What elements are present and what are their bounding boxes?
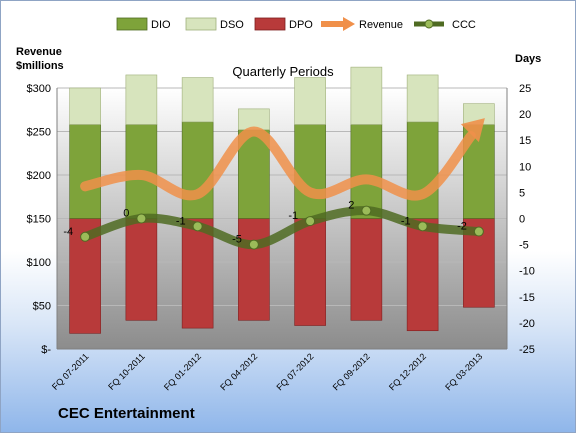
- dio-bar: [181, 121, 214, 219]
- dpo-bar: [294, 218, 326, 326]
- right-tick-label: -15: [519, 292, 535, 304]
- dpo-bar: [238, 218, 270, 321]
- company-name: CEC Entertainment: [58, 405, 195, 422]
- ccc-point: [361, 205, 372, 216]
- ccc-data-label: 0: [123, 208, 129, 220]
- revenue-line: [80, 126, 476, 201]
- ccc-point: [473, 226, 484, 237]
- dio-bar: [238, 129, 270, 219]
- legend-label-revenue: Revenue: [359, 19, 403, 31]
- right-tick-label: -10: [519, 266, 535, 278]
- category-label: FQ 07-2012: [275, 351, 316, 392]
- dso-bar: [406, 74, 439, 123]
- legend-label-ccc: CCC: [452, 19, 476, 31]
- legend-swatch-dio: [116, 17, 148, 31]
- right-tick-label: 10: [519, 161, 531, 173]
- left-tick-label: $100: [27, 257, 51, 269]
- ccc-data-label: -1: [176, 215, 186, 227]
- dpo-bar: [406, 218, 439, 332]
- ccc-point: [248, 239, 259, 250]
- right-tick-label: -5: [519, 240, 529, 252]
- right-tick-label: 15: [519, 135, 531, 147]
- right-tick-label: 20: [519, 109, 531, 121]
- legend-label-dio: DIO: [151, 19, 171, 31]
- dpo-bar: [181, 218, 214, 329]
- dso-bar: [350, 66, 383, 125]
- ccc-point: [80, 231, 91, 242]
- right-tick-label: -25: [519, 344, 535, 356]
- dpo-bar: [350, 218, 383, 321]
- legend-label-dso: DSO: [220, 19, 244, 31]
- dio-bar: [350, 124, 383, 219]
- category-label: FQ 04-2012: [218, 351, 259, 392]
- ccc-data-label: -5: [232, 234, 242, 246]
- legend-label-dpo: DPO: [289, 19, 313, 31]
- dio-bar: [406, 121, 439, 219]
- category-label: FQ 09-2012: [331, 351, 372, 392]
- left-tick-label: $200: [27, 170, 51, 182]
- dso-bar: [294, 77, 326, 125]
- category-label: FQ 07-2011: [50, 351, 91, 392]
- ccc-data-label: -2: [457, 221, 467, 233]
- dio-bar: [69, 124, 101, 219]
- left-tick-label: $-: [41, 344, 51, 356]
- right-tick-label: 25: [519, 83, 531, 95]
- ccc-point: [417, 221, 428, 232]
- legend-swatch-dpo: [254, 17, 286, 31]
- ccc-point: [136, 213, 147, 224]
- right-tick-label: 5: [519, 187, 525, 199]
- category-label: FQ 12-2012: [387, 351, 428, 392]
- ccc-point: [305, 216, 316, 227]
- ccc-data-label: 2: [348, 200, 354, 212]
- revenue-arrowhead: [460, 118, 485, 143]
- dpo-bar: [125, 218, 158, 321]
- right-axis-title: Days: [515, 53, 542, 65]
- dso-bar: [69, 87, 101, 125]
- left-tick-label: $150: [27, 214, 51, 226]
- right-tick-label: 0: [519, 214, 525, 226]
- ccc-point: [192, 221, 203, 232]
- left-axis-title-line2: $millions: [16, 60, 64, 72]
- category-label: FQ 03-2013: [443, 351, 484, 392]
- left-tick-label: $250: [27, 127, 51, 139]
- dio-bar: [294, 124, 326, 219]
- legend-swatch-ccc-marker: [424, 19, 434, 29]
- category-label: FQ 10-2011: [106, 351, 147, 392]
- dso-bar: [125, 74, 158, 125]
- right-tick-label: -20: [519, 318, 535, 330]
- legend-swatch-revenue-arrow: [343, 17, 355, 31]
- chart-title: Quarterly Periods: [232, 64, 334, 79]
- left-axis-title-line1: Revenue: [16, 46, 62, 58]
- dso-bar: [181, 77, 214, 123]
- ccc-data-label: -1: [401, 215, 411, 227]
- left-tick-label: $300: [27, 83, 51, 95]
- category-label: FQ 01-2012: [162, 351, 203, 392]
- ccc-data-label: -4: [63, 226, 73, 238]
- legend-swatch-dso: [185, 17, 217, 31]
- left-tick-label: $50: [33, 301, 51, 313]
- ccc-data-label: -1: [288, 210, 298, 222]
